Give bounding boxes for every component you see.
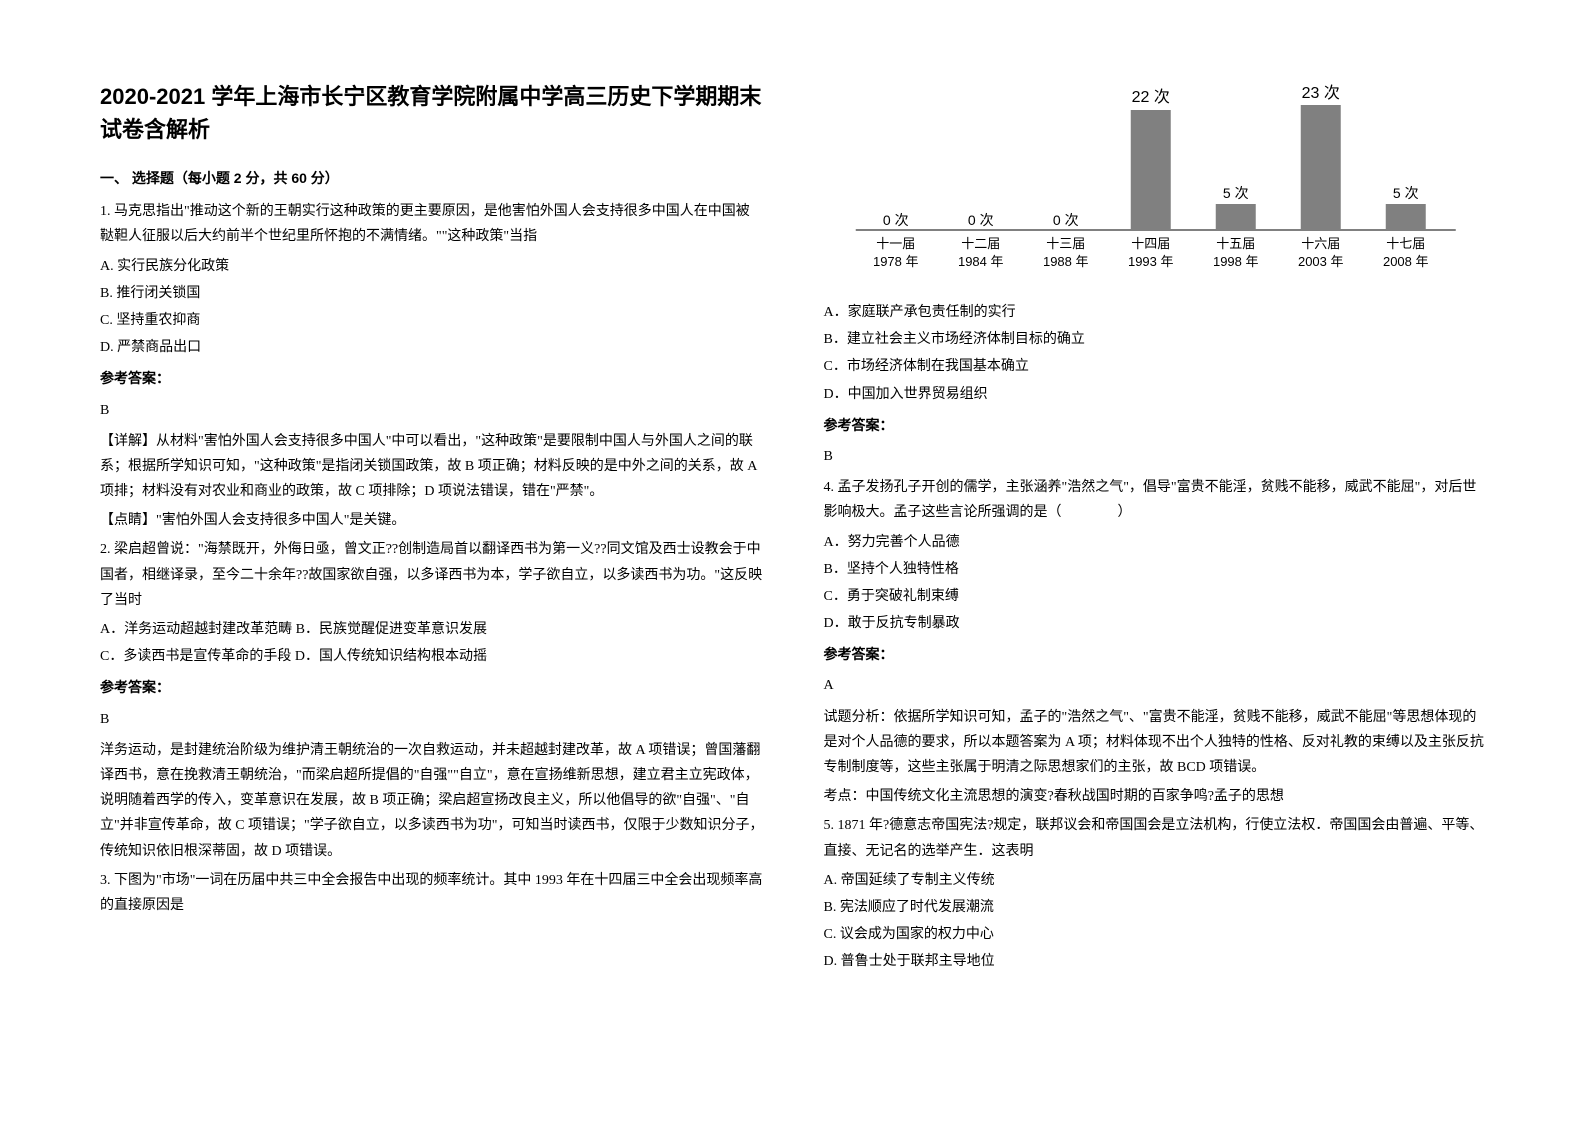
q3-option-b: B．建立社会主义市场经济体制目标的确立 xyxy=(824,327,1488,352)
bar-4: 5 次 十五届 1998 年 xyxy=(1212,185,1258,269)
bar-0-year: 1978 年 xyxy=(872,254,918,269)
section-header: 一、 选择题（每小题 2 分，共 60 分） xyxy=(100,166,764,191)
q1-answer-label: 参考答案： xyxy=(100,366,764,391)
q5-option-d: D. 普鲁士处于联邦主导地位 xyxy=(824,949,1488,974)
q5-option-a: A. 帝国延续了专制主义传统 xyxy=(824,868,1488,893)
bar-6-label: 5 次 xyxy=(1392,185,1418,201)
bar-4-label: 5 次 xyxy=(1222,185,1248,201)
bar-4-session: 十五届 xyxy=(1216,236,1255,251)
bar-5-session: 十六届 xyxy=(1301,236,1340,251)
bar-2-session: 十三届 xyxy=(1046,236,1085,251)
bar-5-label: 23 次 xyxy=(1301,84,1339,102)
q1-answer: B xyxy=(100,398,764,423)
bar-6: 5 次 十七届 2008 年 xyxy=(1382,185,1428,269)
bar-6-year: 2008 年 xyxy=(1382,254,1428,269)
q3-option-d: D．中国加入世界贸易组织 xyxy=(824,382,1488,407)
bar-3-label: 22 次 xyxy=(1131,88,1169,106)
bar-3-year: 1993 年 xyxy=(1127,254,1173,269)
question-1: 1. 马克思指出"推动这个新的王朝实行这种政策的更主要原因，是他害怕外国人会支持… xyxy=(100,199,764,533)
q4-option-c: C．勇于突破礼制束缚 xyxy=(824,584,1488,609)
question-4: 4. 孟子发扬孔子开创的儒学，主张涵养"浩然之气"，倡导"富贵不能淫，贫贱不能移… xyxy=(824,475,1488,809)
bar-6-rect xyxy=(1385,204,1425,230)
q1-explanation2: 【点睛】"害怕外国人会支持很多中国人"是关键。 xyxy=(100,508,764,533)
q2-stem: 2. 梁启超曾说："海禁既开，外侮日亟，曾文正??创制造局首以翻译西书为第一义?… xyxy=(100,537,764,613)
q1-option-c: C. 坚持重农抑商 xyxy=(100,308,764,333)
q5-option-b: B. 宪法顺应了时代发展潮流 xyxy=(824,895,1488,920)
q4-explanation1: 试题分析：依据所学知识可知，孟子的"浩然之气"、"富贵不能淫，贫贱不能移，威武不… xyxy=(824,705,1488,781)
bar-4-year: 1998 年 xyxy=(1212,254,1258,269)
question-5: 5. 1871 年?德意志帝国宪法?规定，联邦议会和帝国国会是立法机构，行使立法… xyxy=(824,813,1488,974)
q5-stem: 5. 1871 年?德意志帝国宪法?规定，联邦议会和帝国国会是立法机构，行使立法… xyxy=(824,813,1488,863)
bar-2: 0 次 十三届 1988 年 xyxy=(1042,212,1088,269)
q2-option-cd: C．多读西书是宣传革命的手段 D．国人传统知识结构根本动摇 xyxy=(100,644,764,669)
bar-5: 23 次 十六届 2003 年 xyxy=(1297,84,1343,269)
left-column: 2020-2021 学年上海市长宁区教育学院附属中学高三历史下学期期末试卷含解析… xyxy=(100,80,764,1082)
bar-0-label: 0 次 xyxy=(882,212,908,228)
bar-1-year: 1984 年 xyxy=(957,254,1003,269)
right-column: 0 次 十一届 1978 年 0 次 十二届 1984 年 0 次 十三届 19… xyxy=(824,80,1488,1082)
document-title: 2020-2021 学年上海市长宁区教育学院附属中学高三历史下学期期末试卷含解析 xyxy=(100,80,764,146)
q3-stem: 3. 下图为"市场"一词在历届中共三中全会报告中出现的频率统计。其中 1993 … xyxy=(100,868,764,918)
bar-0-session: 十一届 xyxy=(876,236,915,251)
bar-5-rect xyxy=(1300,105,1340,230)
q1-option-a: A. 实行民族分化政策 xyxy=(100,254,764,279)
q2-answer: B xyxy=(100,707,764,732)
bar-1: 0 次 十二届 1984 年 xyxy=(957,212,1003,269)
q5-option-c: C. 议会成为国家的权力中心 xyxy=(824,922,1488,947)
bar-chart: 0 次 十一届 1978 年 0 次 十二届 1984 年 0 次 十三届 19… xyxy=(824,80,1488,280)
q4-option-b: B．坚持个人独特性格 xyxy=(824,557,1488,582)
bar-2-label: 0 次 xyxy=(1052,212,1078,228)
bar-1-label: 0 次 xyxy=(967,212,993,228)
bar-3-session: 十四届 xyxy=(1131,236,1170,251)
bar-6-session: 十七届 xyxy=(1386,236,1425,251)
question-2: 2. 梁启超曾说："海禁既开，外侮日亟，曾文正??创制造局首以翻译西书为第一义?… xyxy=(100,537,764,863)
bar-3: 22 次 十四届 1993 年 xyxy=(1127,88,1173,269)
q4-answer: A xyxy=(824,673,1488,698)
bar-3-rect xyxy=(1130,110,1170,230)
q4-option-d: D．敢于反抗专制暴政 xyxy=(824,611,1488,636)
chart-svg: 0 次 十一届 1978 年 0 次 十二届 1984 年 0 次 十三届 19… xyxy=(824,80,1488,280)
q1-option-d: D. 严禁商品出口 xyxy=(100,335,764,360)
q1-option-b: B. 推行闭关锁国 xyxy=(100,281,764,306)
q1-explanation1: 【详解】从材料"害怕外国人会支持很多中国人"中可以看出，"这种政策"是要限制中国… xyxy=(100,429,764,505)
q4-option-a: A．努力完善个人品德 xyxy=(824,530,1488,555)
q4-answer-label: 参考答案： xyxy=(824,642,1488,667)
bar-2-year: 1988 年 xyxy=(1042,254,1088,269)
q3-answer: B xyxy=(824,444,1488,469)
q4-explanation2: 考点：中国传统文化主流思想的演变?春秋战国时期的百家争鸣?孟子的思想 xyxy=(824,784,1488,809)
q3-answer-label: 参考答案： xyxy=(824,413,1488,438)
q3-option-a: A．家庭联产承包责任制的实行 xyxy=(824,300,1488,325)
bar-1-session: 十二届 xyxy=(961,236,1000,251)
q1-stem: 1. 马克思指出"推动这个新的王朝实行这种政策的更主要原因，是他害怕外国人会支持… xyxy=(100,199,764,249)
q2-explanation: 洋务运动，是封建统治阶级为维护清王朝统治的一次自救运动，并未超越封建改革，故 A… xyxy=(100,738,764,864)
bar-4-rect xyxy=(1215,204,1255,230)
q4-stem: 4. 孟子发扬孔子开创的儒学，主张涵养"浩然之气"，倡导"富贵不能淫，贫贱不能移… xyxy=(824,475,1488,525)
q2-option-ab: A．洋务运动超越封建改革范畴 B．民族觉醒促进变革意识发展 xyxy=(100,617,764,642)
q2-answer-label: 参考答案： xyxy=(100,675,764,700)
bar-0: 0 次 十一届 1978 年 xyxy=(872,212,918,269)
q3-option-c: C．市场经济体制在我国基本确立 xyxy=(824,354,1488,379)
bar-5-year: 2003 年 xyxy=(1297,254,1343,269)
question-3: 3. 下图为"市场"一词在历届中共三中全会报告中出现的频率统计。其中 1993 … xyxy=(100,868,764,918)
